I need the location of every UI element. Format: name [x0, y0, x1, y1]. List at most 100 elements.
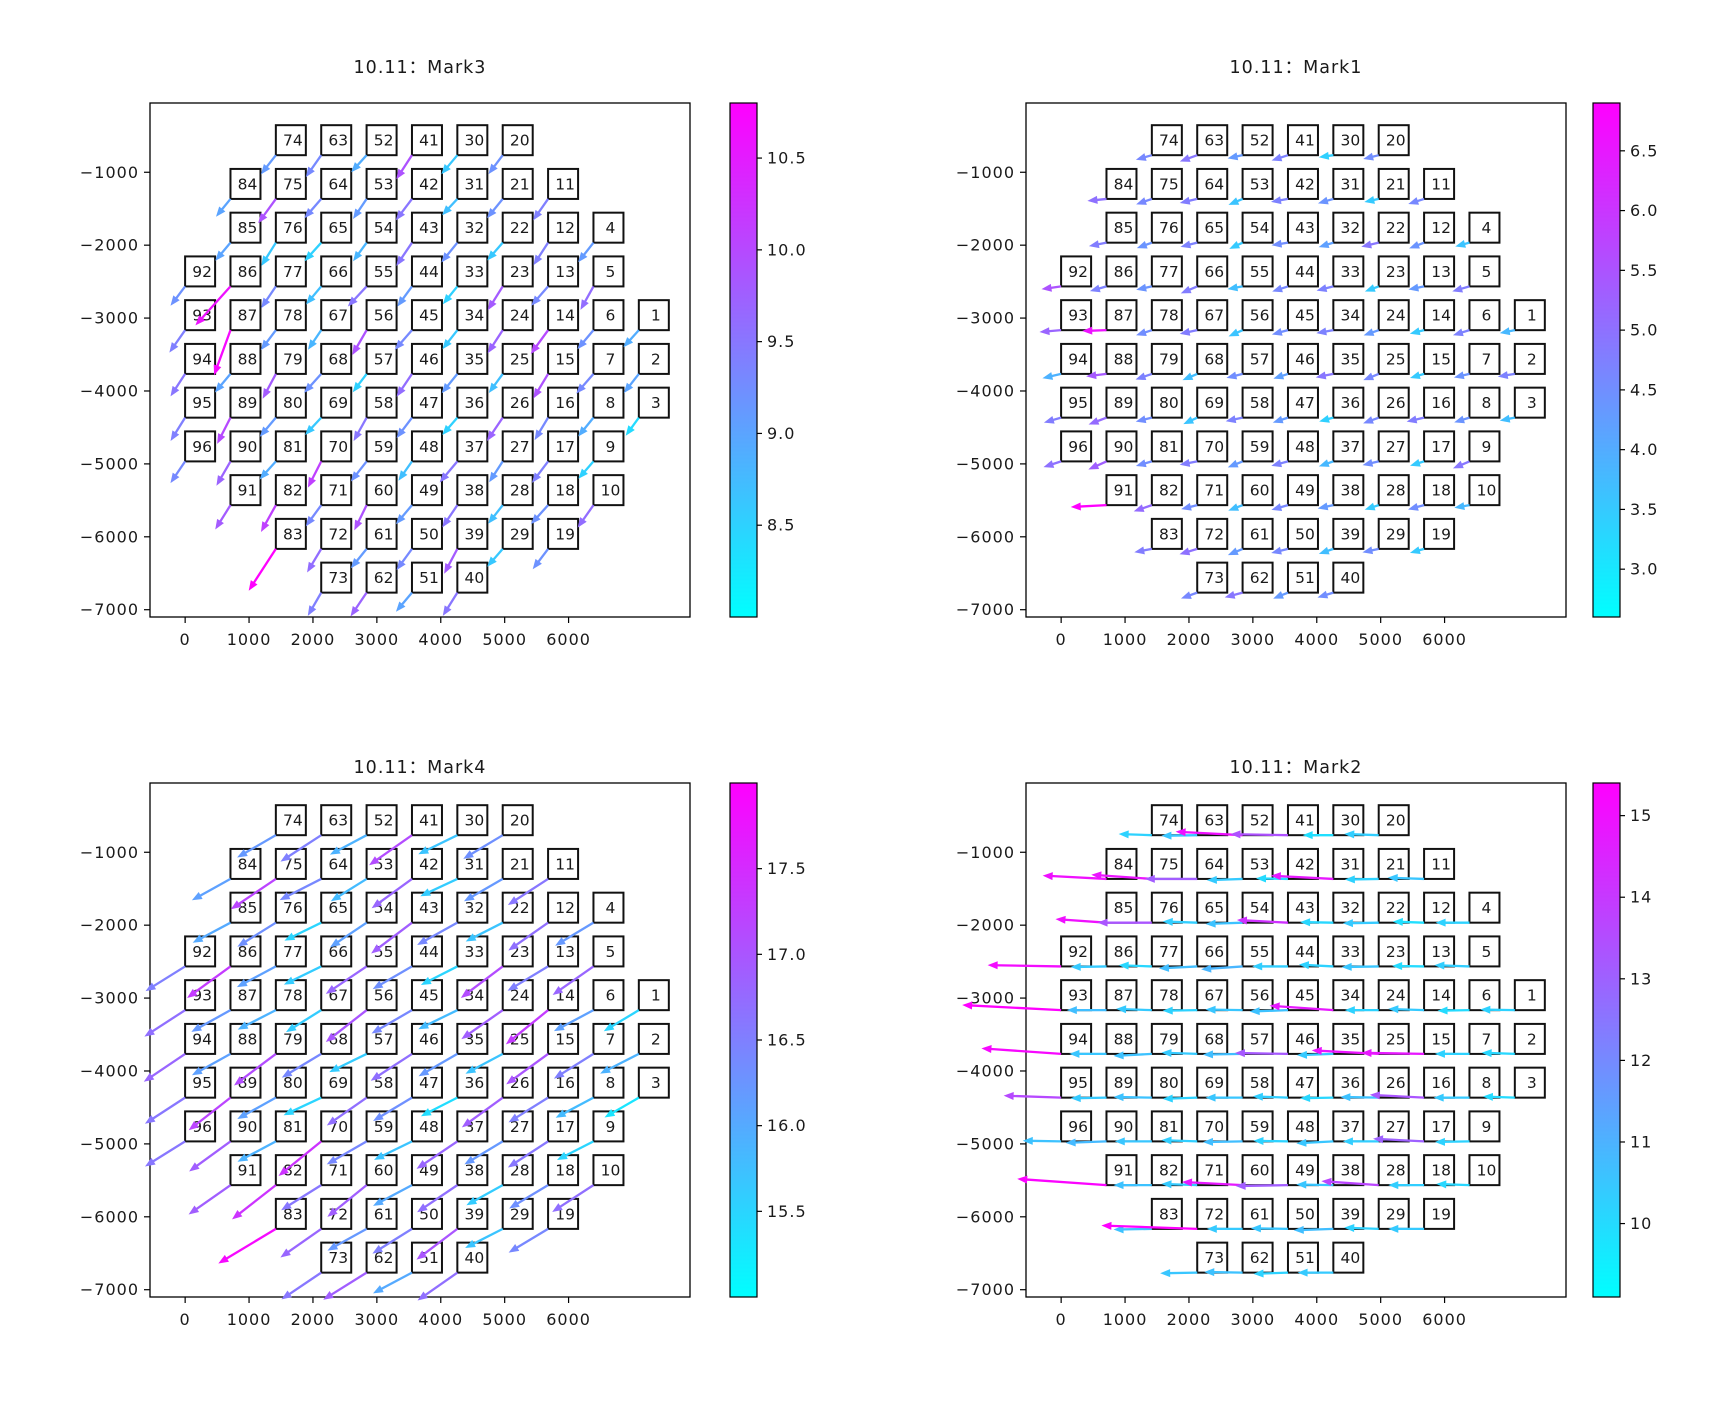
- quiver-arrow-head: [1144, 874, 1155, 883]
- quiver-arrow-head: [305, 424, 315, 435]
- grid-box-number: 44: [419, 263, 439, 281]
- quiver-arrow-shaft: [332, 1227, 368, 1249]
- quiver-arrow-head: [1340, 1093, 1351, 1102]
- quiver-arrow-head: [1272, 284, 1283, 293]
- quiver-arrow-head: [1319, 415, 1330, 423]
- quiver-arrow-head: [327, 1242, 339, 1251]
- grid-box: [456, 430, 489, 463]
- grid-box: [547, 474, 580, 507]
- quiver-arrow-head: [1434, 1049, 1445, 1058]
- axes-frame: [1025, 782, 1567, 1298]
- grid-box-number: 51: [1295, 1249, 1315, 1267]
- subplot-top-left: 0 1000 2000 3000 4000 5000 6000 −1000 −2000 −3000…: [80, 102, 806, 649]
- grid-box: [1150, 517, 1183, 550]
- grid-box-number: 4: [1482, 899, 1492, 917]
- quiver-arrow-head: [1118, 961, 1129, 970]
- colorbar-tick-label: 17.0: [767, 945, 807, 964]
- quiver-arrow-head: [1408, 197, 1420, 205]
- quiver-arrow-head: [218, 1254, 229, 1264]
- quiver-arrow-head: [463, 892, 475, 902]
- quiver-arrow-shaft: [241, 921, 277, 945]
- quiver-arrow-shaft: [464, 965, 504, 996]
- grid-box: [184, 1066, 217, 1099]
- y-tick-label: −1000: [80, 843, 139, 862]
- quiver-arrow-head: [189, 1162, 200, 1172]
- quiver-arrow-head: [1179, 327, 1191, 336]
- grid-box: [229, 891, 262, 924]
- quiver-arrow-head: [1271, 153, 1283, 162]
- grid-box-number: 38: [464, 482, 484, 500]
- quiver-arrow-head: [187, 988, 198, 998]
- quiver-arrow-shaft: [335, 877, 368, 900]
- grid-box-number: 11: [1431, 855, 1451, 873]
- grid-box: [229, 299, 262, 332]
- quiver-arrow-shaft: [425, 965, 458, 984]
- grid-box-number: 20: [1386, 812, 1406, 830]
- quiver-arrow-shaft: [282, 1140, 322, 1174]
- quiver-arrow-shaft: [1275, 1004, 1334, 1012]
- quiver-arrow-shaft: [609, 1096, 640, 1116]
- grid-box-number: 2: [1527, 350, 1537, 368]
- grid-box: [592, 1110, 625, 1143]
- quiver-arrow-head: [442, 338, 452, 350]
- grid-box-number: 66: [1204, 943, 1224, 961]
- quiver-arrow-head: [1206, 1224, 1217, 1233]
- grid-box-number: 43: [419, 219, 439, 237]
- grid-box: [1105, 255, 1138, 288]
- grid-box-number: 48: [1295, 1118, 1315, 1136]
- grid-box: [320, 255, 353, 288]
- quiver-arrow-head: [441, 252, 451, 263]
- grid-box-number: 64: [1204, 855, 1224, 873]
- quiver-arrow-head: [144, 1157, 156, 1167]
- grid-box: [410, 211, 443, 244]
- quiver-arrow-head: [170, 472, 180, 484]
- grid-box: [501, 474, 534, 507]
- grid-box-number: 17: [555, 1118, 575, 1136]
- grid-box: [365, 1066, 398, 1099]
- quiver-arrow-head: [530, 514, 541, 525]
- grid-box: [274, 1197, 307, 1230]
- grid-box-number: 75: [1159, 855, 1179, 873]
- quiver-arrow-head: [1318, 546, 1330, 555]
- grid-box: [1241, 561, 1274, 594]
- grid-box-number: 55: [1250, 943, 1270, 961]
- quiver-arrow-shaft: [1168, 1096, 1198, 1100]
- grid-box-number: 19: [1431, 525, 1451, 543]
- quiver-arrow-head: [260, 339, 271, 351]
- quiver-arrow-shaft: [286, 1052, 322, 1076]
- grid-box-number: 49: [1295, 482, 1315, 500]
- grid-box: [1468, 1066, 1501, 1099]
- grid-box: [501, 1066, 534, 1099]
- quiver-arrow-head: [1183, 416, 1195, 425]
- colorbar-tick-label: 3.0: [1630, 560, 1658, 579]
- grid-box: [456, 979, 489, 1012]
- grid-box-number: 32: [464, 899, 484, 917]
- quiver-arrow-head: [1300, 1094, 1311, 1103]
- grid-box: [1423, 386, 1456, 419]
- quiver-arrow-head: [1042, 872, 1053, 881]
- quiver-arrow-head: [350, 471, 361, 482]
- quiver-arrow-shaft: [260, 198, 277, 220]
- grid-box: [501, 211, 534, 244]
- quiver-arrow-head: [1227, 152, 1239, 161]
- grid-box: [1196, 167, 1229, 200]
- grid-box-number: 62: [374, 569, 394, 587]
- quiver-arrow-head: [420, 976, 432, 985]
- grid-box-number: 24: [510, 987, 530, 1005]
- grid-box-number: 3: [1527, 1074, 1537, 1092]
- grid-box-number: 7: [606, 350, 616, 368]
- quiver-arrow-head: [1452, 284, 1463, 293]
- quiver-arrow-head: [1113, 1181, 1124, 1190]
- grid-box: [320, 979, 353, 1012]
- grid-box-number: 33: [1340, 263, 1360, 281]
- quiver-arrow-shaft: [377, 1184, 413, 1205]
- quiver-arrow-head: [1253, 1269, 1264, 1278]
- grid-box-number: 35: [1340, 1030, 1360, 1048]
- colorbar: [729, 782, 758, 1298]
- quiver-arrow-head: [1091, 871, 1102, 880]
- grid-box-number: 21: [1386, 175, 1406, 193]
- y-tick-label: −4000: [956, 1061, 1015, 1080]
- quiver-arrow-shaft: [377, 1096, 413, 1119]
- quiver-arrow-head: [1344, 875, 1355, 884]
- quiver-arrow-shaft: [1398, 920, 1425, 924]
